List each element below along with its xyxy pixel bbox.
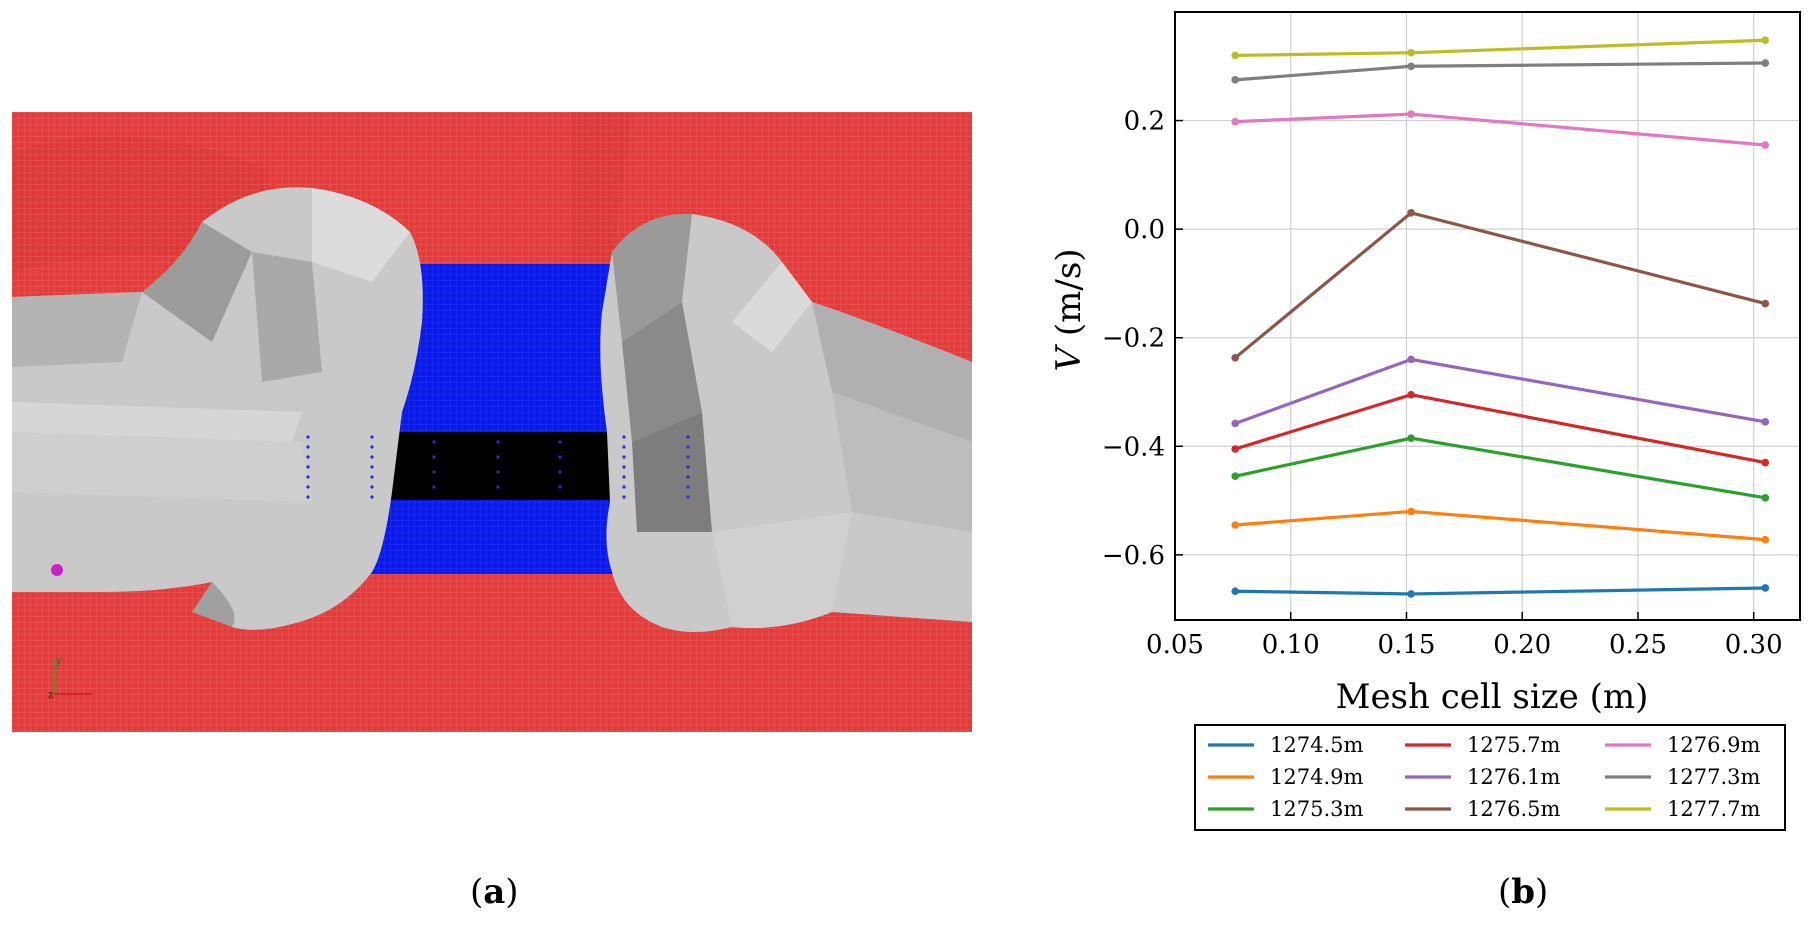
series-line (1234, 357, 1766, 425)
data-point (1231, 117, 1239, 126)
series-line (1235, 509, 1766, 542)
legend-label: 1275.7m (1467, 733, 1560, 757)
chart-legend: 1274.5m 1274.9m 1275.3m 1275.7m 1276.1m 1276.… (1194, 724, 1786, 831)
x-tick-label: 0.25 (1609, 630, 1667, 660)
y-axis-label-unit: (m/s) (1049, 248, 1089, 346)
data-point (1231, 419, 1239, 428)
data-point (1761, 141, 1770, 149)
x-tick-label: 0.05 (1146, 630, 1204, 660)
x-axis-label: Mesh cell size (m) (1336, 677, 1649, 717)
y-axis-label-italic: V (1049, 344, 1089, 372)
y-tick-label: −0.2 (1102, 324, 1165, 354)
data-point (1231, 521, 1239, 529)
axis-label-z: z (48, 690, 53, 701)
chart-ticks: 0.05 0.10 0.15 0.20 0.25 0.30 −0.6 −0.4 −0.2 0.0 0… (1102, 107, 1783, 660)
chart-series (1231, 36, 1770, 598)
data-point (1407, 590, 1415, 598)
data-point (1761, 299, 1770, 308)
data-point (1761, 494, 1770, 502)
legend-box (1194, 724, 1786, 831)
velocity-chart-panel: 0.05 0.10 0.15 0.20 0.25 0.30 −0.6 −0.4 −0.2 0.0 0… (1040, 0, 1816, 860)
y-tick-label: −0.4 (1102, 432, 1165, 462)
series-line (1235, 61, 1766, 82)
data-point (1761, 458, 1770, 467)
data-point (1407, 209, 1415, 217)
data-point (1407, 434, 1415, 442)
legend-label: 1276.9m (1667, 733, 1760, 757)
simulation-view: y z (12, 112, 972, 732)
data-point (1231, 472, 1239, 480)
y-tick-label: 0.0 (1124, 215, 1165, 245)
data-point (1407, 390, 1415, 399)
legend-label: 1274.9m (1270, 765, 1363, 789)
simulation-view-panel: y z (12, 112, 972, 732)
data-point (1761, 584, 1770, 592)
velocity-chart: 0.05 0.10 0.15 0.20 0.25 0.30 −0.6 −0.4 −0.2 0.0 0… (1049, 11, 1801, 831)
caption-a-letter: a (483, 872, 506, 912)
legend-label: 1276.1m (1467, 765, 1560, 789)
chart-grid (1174, 12, 1800, 620)
caption-b: (b) (1498, 872, 1549, 912)
data-point (1231, 76, 1239, 84)
y-tick-label: 0.2 (1124, 107, 1165, 137)
data-point (1407, 62, 1415, 71)
data-point (1761, 418, 1770, 426)
data-point (1407, 110, 1415, 118)
data-point (1407, 48, 1415, 57)
legend-label: 1277.3m (1667, 765, 1760, 789)
data-point (1407, 507, 1415, 516)
caption-b-letter: b (1511, 872, 1536, 912)
series-line (1235, 112, 1766, 147)
series-line (1234, 211, 1766, 360)
legend-label: 1275.3m (1270, 797, 1363, 821)
y-axis-label: V (m/s) (1049, 248, 1089, 371)
x-tick-label: 0.15 (1378, 630, 1436, 660)
legend-label: 1277.7m (1667, 797, 1760, 821)
data-point (1231, 354, 1239, 362)
data-point (1761, 535, 1770, 544)
axis-label-y: y (55, 656, 62, 667)
x-tick-label: 0.20 (1493, 630, 1551, 660)
plot-frame (1174, 11, 1801, 621)
data-point (1231, 445, 1239, 453)
data-point (1761, 36, 1770, 45)
y-tick-label: −0.6 (1102, 541, 1165, 571)
data-point (1761, 59, 1770, 67)
series-line (1235, 38, 1766, 58)
black-core-region (372, 432, 612, 500)
legend-label: 1276.5m (1467, 797, 1560, 821)
legend-label: 1274.5m (1270, 733, 1363, 757)
data-point (1231, 51, 1239, 60)
x-tick-label: 0.30 (1725, 630, 1783, 660)
x-tick-label: 0.10 (1262, 630, 1320, 660)
data-point (1231, 587, 1239, 596)
caption-a: (a) (470, 872, 519, 912)
probe-points (306, 435, 690, 499)
source-marker (51, 564, 63, 576)
data-point (1407, 355, 1415, 364)
axis-triad: y z (48, 656, 92, 701)
series-line (1235, 586, 1766, 596)
